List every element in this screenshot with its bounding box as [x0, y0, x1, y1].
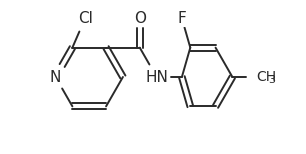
Text: 3: 3: [268, 75, 275, 85]
Text: O: O: [134, 11, 146, 26]
Text: N: N: [50, 69, 61, 85]
Text: HN: HN: [145, 69, 168, 85]
Text: CH: CH: [256, 70, 277, 84]
Text: Cl: Cl: [78, 11, 93, 26]
Text: F: F: [177, 11, 186, 26]
